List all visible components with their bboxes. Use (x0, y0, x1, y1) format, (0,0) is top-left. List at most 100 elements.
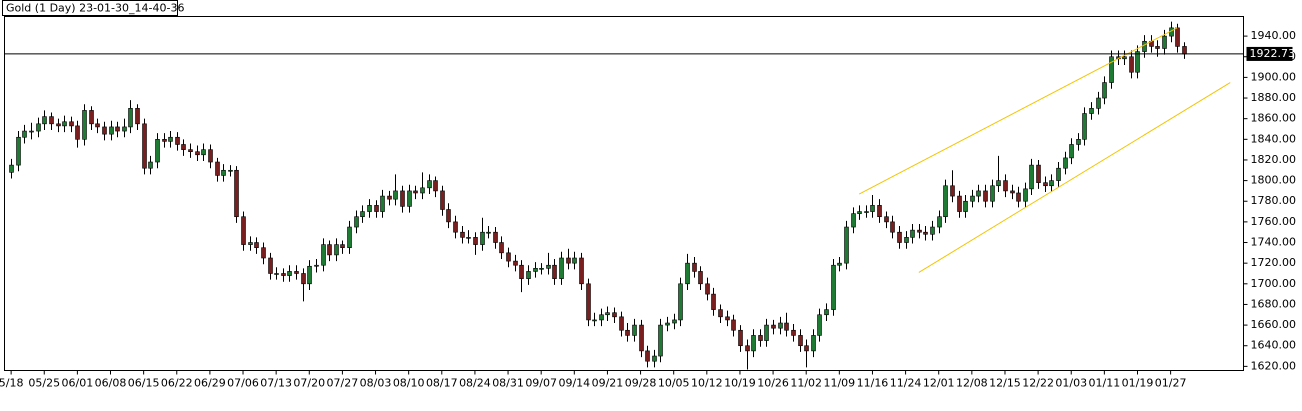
candle-body (460, 231, 465, 238)
candle-body (764, 324, 769, 341)
candle-body (665, 322, 670, 326)
candle-body (526, 271, 531, 279)
candle-body (923, 231, 928, 235)
candle-body (1023, 188, 1028, 202)
candle-body (1142, 40, 1147, 52)
candle-body (619, 316, 624, 331)
candle-body (791, 329, 796, 336)
x-tick-label: 01/03 (1055, 377, 1087, 390)
candle-body (400, 190, 405, 207)
candle-body (890, 221, 895, 233)
candle-body (1155, 46, 1160, 49)
candle-body (639, 324, 644, 352)
candle-body (294, 271, 299, 274)
x-tick-label: 06/01 (62, 377, 94, 390)
x-tick-label: 12/15 (989, 377, 1021, 390)
candle-body (128, 108, 133, 128)
candle-body (685, 262, 690, 285)
candle-body (473, 237, 478, 245)
candle-body (307, 265, 312, 285)
x-tick-label: 12/22 (1022, 377, 1054, 390)
x-tick-label: 5/18 (0, 377, 23, 390)
x-tick-label: 11/09 (823, 377, 855, 390)
candle-body (1162, 35, 1167, 49)
candle-body (433, 180, 438, 192)
y-tick-label: 1880.00 (1251, 91, 1297, 104)
candle-body (287, 271, 292, 276)
candle-body (314, 264, 319, 267)
candle-body (181, 144, 186, 150)
candle-body (1102, 82, 1107, 99)
x-tick-label: 01/19 (1122, 377, 1154, 390)
candle-body (327, 244, 332, 256)
candle-body (811, 335, 816, 352)
x-tick-label: 09/28 (625, 377, 657, 390)
trend-line (918, 82, 1231, 273)
candle-body (877, 205, 882, 218)
candle-body (692, 262, 697, 272)
candle-body (69, 121, 74, 127)
candle-body (957, 195, 962, 212)
candle-body (148, 161, 153, 169)
candle-body (625, 329, 630, 336)
y-tick-label: 1840.00 (1251, 132, 1297, 145)
x-tick-label: 11/24 (890, 377, 922, 390)
x-tick-label: 10/19 (724, 377, 756, 390)
y-tick-label: 1760.00 (1251, 215, 1297, 228)
candle-body (1135, 51, 1140, 73)
candle-body (884, 216, 889, 223)
x-tick-label: 08/31 (492, 377, 524, 390)
x-tick-label: 12/08 (956, 377, 988, 390)
candle-body (1056, 167, 1061, 181)
y-tick-label: 1700.00 (1251, 277, 1297, 290)
candle-body (1182, 46, 1187, 55)
candle-body (738, 329, 743, 347)
candle-body (605, 312, 610, 316)
candle-body (864, 211, 869, 213)
x-tick-label: 07/13 (260, 377, 292, 390)
candle-body (82, 110, 87, 140)
y-tick-label: 1900.00 (1251, 70, 1297, 83)
candle-body (56, 123, 61, 127)
candle-body (466, 237, 471, 239)
title-box (2, 0, 178, 16)
candle-body (831, 264, 836, 310)
x-tick-label: 10/12 (691, 377, 723, 390)
candle-body (837, 262, 842, 266)
candle-body (367, 205, 372, 212)
candle-body (95, 123, 100, 128)
candle-body (175, 136, 180, 145)
candle-body (552, 264, 557, 279)
candle-body (1063, 157, 1068, 169)
candle-body (321, 244, 326, 266)
x-tick-label: 09/21 (592, 377, 624, 390)
candle-body (910, 229, 915, 238)
candle-body (221, 169, 226, 176)
candle-body (970, 195, 975, 202)
candle-body (870, 205, 875, 212)
candle-body (1122, 56, 1127, 60)
candle-body (579, 257, 584, 285)
candle-body (102, 126, 107, 135)
candle-body (62, 121, 67, 127)
candle-body (1049, 180, 1054, 187)
x-tick-label: 06/22 (161, 377, 193, 390)
candle-body (592, 319, 597, 322)
candle-body (897, 231, 902, 243)
candle-body (1109, 56, 1114, 83)
candle-body (281, 273, 286, 276)
candle-body (566, 257, 571, 264)
candle-body (771, 324, 776, 329)
candle-body (115, 126, 120, 132)
candle-body (427, 180, 432, 189)
candle-body (990, 185, 995, 202)
x-tick-label: 08/24 (459, 377, 491, 390)
last-price-label: 1922.73 (1250, 47, 1296, 60)
y-tick-label: 1940.00 (1251, 29, 1297, 42)
candle-body (698, 271, 703, 285)
candle-body (976, 190, 981, 197)
candle-body (632, 324, 637, 336)
candle-body (261, 247, 266, 259)
candle-body (658, 324, 663, 357)
candle-body (374, 205, 379, 212)
